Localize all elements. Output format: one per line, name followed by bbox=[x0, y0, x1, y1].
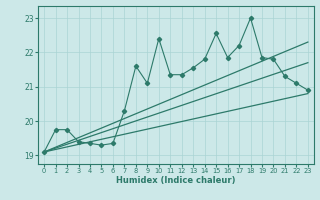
X-axis label: Humidex (Indice chaleur): Humidex (Indice chaleur) bbox=[116, 176, 236, 185]
